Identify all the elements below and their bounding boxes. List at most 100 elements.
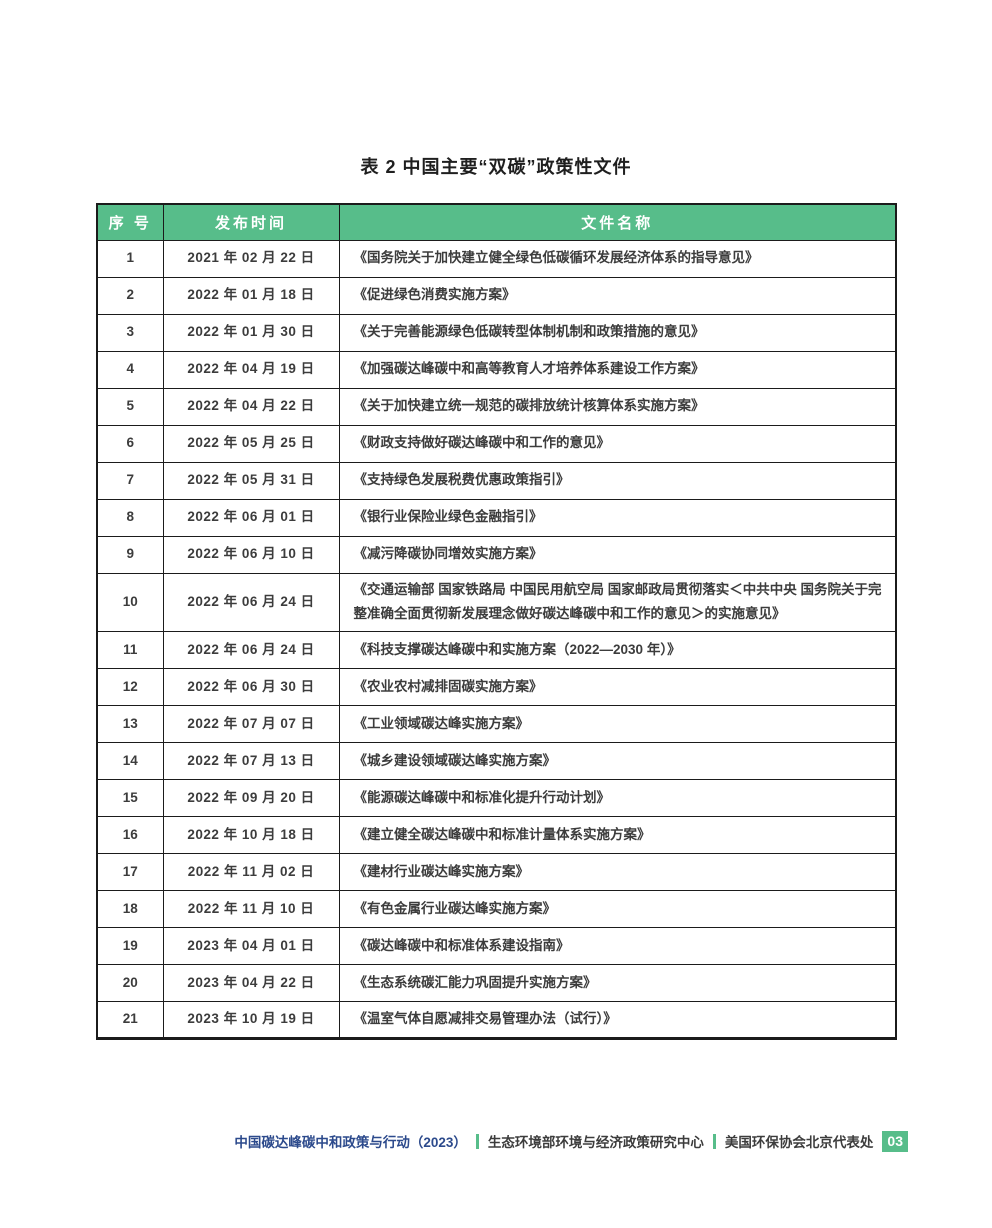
row-serial-number: 3 <box>96 313 164 352</box>
table-row: 12 2022 年 06 月 30 日 《农业农村减排固碳实施方案》 <box>96 668 897 707</box>
row-release-date: 2021 年 02 月 22 日 <box>162 239 340 278</box>
page-footer: 中国碳达峰碳中和政策与行动（2023） 生态环境部环境与经济政策研究中心 美国环… <box>234 1131 908 1152</box>
row-serial-number: 21 <box>96 1001 164 1040</box>
row-serial-number: 11 <box>96 631 164 670</box>
table-row: 4 2022 年 04 月 19 日 《加强碳达峰碳中和高等教育人才培养体系建设… <box>96 350 897 389</box>
row-document-name: 《农业农村减排固碳实施方案》 <box>338 668 897 707</box>
row-document-name: 《加强碳达峰碳中和高等教育人才培养体系建设工作方案》 <box>338 350 897 389</box>
table-row: 18 2022 年 11 月 10 日 《有色金属行业碳达峰实施方案》 <box>96 890 897 929</box>
table-row: 17 2022 年 11 月 02 日 《建材行业碳达峰实施方案》 <box>96 853 897 892</box>
table-row: 8 2022 年 06 月 01 日 《银行业保险业绿色金融指引》 <box>96 498 897 537</box>
row-document-name: 《减污降碳协同增效实施方案》 <box>338 535 897 574</box>
row-document-name: 《科技支撑碳达峰碳中和实施方案（2022—2030 年）》 <box>338 631 897 670</box>
row-release-date: 2022 年 11 月 10 日 <box>162 890 340 929</box>
table-row: 13 2022 年 07 月 07 日 《工业领域碳达峰实施方案》 <box>96 705 897 744</box>
footer-report-title: 中国碳达峰碳中和政策与行动（2023） <box>234 1135 467 1151</box>
row-release-date: 2023 年 04 月 01 日 <box>162 927 340 966</box>
row-document-name: 《生态系统碳汇能力巩固提升实施方案》 <box>338 964 897 1003</box>
table-row: 6 2022 年 05 月 25 日 《财政支持做好碳达峰碳中和工作的意见》 <box>96 424 897 463</box>
table-row: 10 2022 年 06 月 24 日 《交通运输部 国家铁路局 中国民用航空局… <box>96 572 897 633</box>
row-serial-number: 7 <box>96 461 164 500</box>
row-release-date: 2022 年 10 月 18 日 <box>162 816 340 855</box>
table-row: 1 2021 年 02 月 22 日 《国务院关于加快建立健全绿色低碳循环发展经… <box>96 239 897 278</box>
row-serial-number: 17 <box>96 853 164 892</box>
row-document-name: 《国务院关于加快建立健全绿色低碳循环发展经济体系的指导意见》 <box>338 239 897 278</box>
row-document-name: 《城乡建设领域碳达峰实施方案》 <box>338 742 897 781</box>
row-release-date: 2022 年 06 月 10 日 <box>162 535 340 574</box>
table-header: 序 号 发布时间 文件名称 <box>96 203 897 241</box>
table-row: 2 2022 年 01 月 18 日 《促进绿色消费实施方案》 <box>96 276 897 315</box>
row-document-name: 《支持绿色发展税费优惠政策指引》 <box>338 461 897 500</box>
row-document-name: 《工业领域碳达峰实施方案》 <box>338 705 897 744</box>
table-row: 15 2022 年 09 月 20 日 《能源碳达峰碳中和标准化提升行动计划》 <box>96 779 897 818</box>
header-row: 序 号 发布时间 文件名称 <box>96 203 897 241</box>
table-row: 14 2022 年 07 月 13 日 《城乡建设领域碳达峰实施方案》 <box>96 742 897 781</box>
table-row: 11 2022 年 06 月 24 日 《科技支撑碳达峰碳中和实施方案（2022… <box>96 631 897 670</box>
row-document-name: 《建立健全碳达峰碳中和标准计量体系实施方案》 <box>338 816 897 855</box>
row-serial-number: 5 <box>96 387 164 426</box>
row-document-name: 《有色金属行业碳达峰实施方案》 <box>338 890 897 929</box>
row-serial-number: 18 <box>96 890 164 929</box>
row-release-date: 2022 年 11 月 02 日 <box>162 853 340 892</box>
row-release-date: 2022 年 06 月 01 日 <box>162 498 340 537</box>
table-body: 1 2021 年 02 月 22 日 《国务院关于加快建立健全绿色低碳循环发展经… <box>96 239 897 1040</box>
table-row: 7 2022 年 05 月 31 日 《支持绿色发展税费优惠政策指引》 <box>96 461 897 500</box>
row-serial-number: 4 <box>96 350 164 389</box>
table-row: 16 2022 年 10 月 18 日 《建立健全碳达峰碳中和标准计量体系实施方… <box>96 816 897 855</box>
footer-divider <box>475 1133 479 1149</box>
row-serial-number: 16 <box>96 816 164 855</box>
row-document-name: 《关于加快建立统一规范的碳排放统计核算体系实施方案》 <box>338 387 897 426</box>
row-release-date: 2022 年 06 月 24 日 <box>162 631 340 670</box>
table-row: 20 2023 年 04 月 22 日 《生态系统碳汇能力巩固提升实施方案》 <box>96 964 897 1003</box>
header-serial-number: 序 号 <box>96 203 164 241</box>
row-serial-number: 8 <box>96 498 164 537</box>
policy-table: 序 号 发布时间 文件名称 1 2021 年 02 月 22 日 《国务院关于加… <box>96 203 897 1041</box>
footer-org-edf-beijing: 美国环保协会北京代表处 <box>724 1135 874 1151</box>
row-release-date: 2022 年 05 月 31 日 <box>162 461 340 500</box>
row-serial-number: 12 <box>96 668 164 707</box>
row-serial-number: 19 <box>96 927 164 966</box>
table-row: 3 2022 年 01 月 30 日 《关于完善能源绿色低碳转型体制机制和政策措… <box>96 313 897 352</box>
table-row: 19 2023 年 04 月 01 日 《碳达峰碳中和标准体系建设指南》 <box>96 927 897 966</box>
row-release-date: 2023 年 10 月 19 日 <box>162 1001 340 1040</box>
row-document-name: 《温室气体自愿减排交易管理办法（试行）》 <box>338 1001 897 1040</box>
row-release-date: 2022 年 05 月 25 日 <box>162 424 340 463</box>
row-release-date: 2022 年 07 月 07 日 <box>162 705 340 744</box>
row-serial-number: 20 <box>96 964 164 1003</box>
table-title: 表 2 中国主要“双碳”政策性文件 <box>360 157 632 177</box>
row-document-name: 《建材行业碳达峰实施方案》 <box>338 853 897 892</box>
row-document-name: 《财政支持做好碳达峰碳中和工作的意见》 <box>338 424 897 463</box>
row-serial-number: 10 <box>96 572 164 633</box>
row-release-date: 2022 年 06 月 24 日 <box>162 572 340 633</box>
table-row: 21 2023 年 10 月 19 日 《温室气体自愿减排交易管理办法（试行）》 <box>96 1001 897 1040</box>
row-document-name: 《交通运输部 国家铁路局 中国民用航空局 国家邮政局贯彻落实＜中共中央 国务院关… <box>338 572 897 633</box>
header-document-name: 文件名称 <box>338 203 897 241</box>
row-serial-number: 15 <box>96 779 164 818</box>
table-row: 9 2022 年 06 月 10 日 《减污降碳协同增效实施方案》 <box>96 535 897 574</box>
row-document-name: 《促进绿色消费实施方案》 <box>338 276 897 315</box>
row-serial-number: 1 <box>96 239 164 278</box>
row-serial-number: 14 <box>96 742 164 781</box>
row-document-name: 《关于完善能源绿色低碳转型体制机制和政策措施的意见》 <box>338 313 897 352</box>
row-serial-number: 13 <box>96 705 164 744</box>
row-release-date: 2022 年 04 月 22 日 <box>162 387 340 426</box>
row-release-date: 2022 年 06 月 30 日 <box>162 668 340 707</box>
header-release-date: 发布时间 <box>162 203 340 241</box>
row-release-date: 2023 年 04 月 22 日 <box>162 964 340 1003</box>
row-document-name: 《能源碳达峰碳中和标准化提升行动计划》 <box>338 779 897 818</box>
row-serial-number: 2 <box>96 276 164 315</box>
row-document-name: 《银行业保险业绿色金融指引》 <box>338 498 897 537</box>
row-release-date: 2022 年 04 月 19 日 <box>162 350 340 389</box>
page-number-badge: 03 <box>882 1131 908 1152</box>
row-serial-number: 6 <box>96 424 164 463</box>
row-release-date: 2022 年 01 月 18 日 <box>162 276 340 315</box>
footer-org-policy-center: 生态环境部环境与经济政策研究中心 <box>487 1135 704 1151</box>
table-row: 5 2022 年 04 月 22 日 《关于加快建立统一规范的碳排放统计核算体系… <box>96 387 897 426</box>
row-release-date: 2022 年 07 月 13 日 <box>162 742 340 781</box>
row-document-name: 《碳达峰碳中和标准体系建设指南》 <box>338 927 897 966</box>
row-serial-number: 9 <box>96 535 164 574</box>
footer-divider <box>712 1133 716 1149</box>
row-release-date: 2022 年 09 月 20 日 <box>162 779 340 818</box>
row-release-date: 2022 年 01 月 30 日 <box>162 313 340 352</box>
